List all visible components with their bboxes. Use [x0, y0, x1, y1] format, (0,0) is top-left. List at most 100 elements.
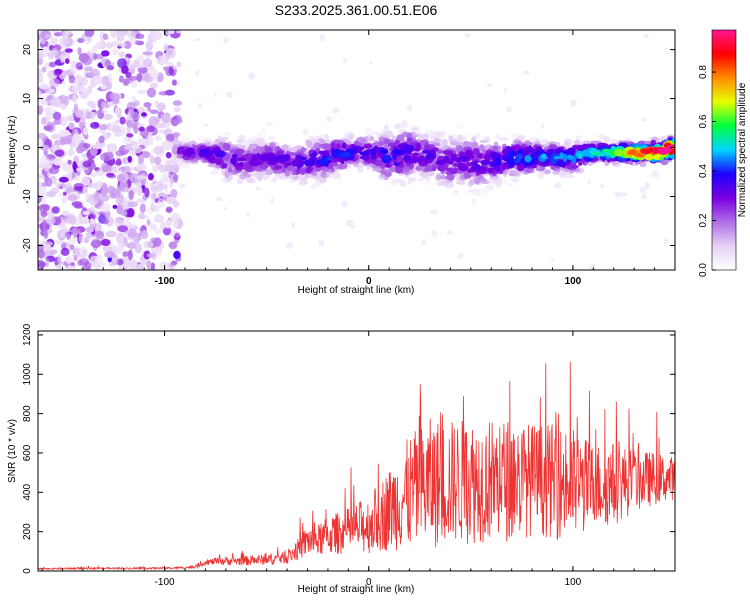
snr-x-label: Height of straight line (km) — [298, 584, 415, 595]
heatmap-ridge-blob — [396, 134, 405, 142]
heatmap-noise-blob — [146, 253, 156, 258]
snr-background — [38, 331, 675, 571]
heatmap-ridge-blob — [603, 136, 610, 144]
heatmap-noise-blob — [113, 160, 123, 166]
heatmap-faint-blob — [285, 242, 294, 249]
heatmap-noise-blob — [68, 237, 77, 245]
heatmap-noise-blob — [170, 212, 181, 223]
heatmap-noise-blob — [139, 203, 146, 214]
heatmap-ridge-blob — [544, 169, 551, 175]
heatmap-ridge-blob — [268, 136, 276, 140]
heatmap-ridge-blob — [645, 140, 651, 145]
heatmap-ridge-blob — [330, 167, 335, 172]
heatmap-ridge-blob — [416, 156, 423, 163]
heatmap-noise-blob — [126, 119, 134, 128]
heatmap-noise-blob — [102, 246, 114, 252]
heatmap-ridge-blob — [214, 138, 221, 144]
heatmap-noise-blob — [59, 37, 70, 46]
heatmap-ridge-blob — [313, 142, 322, 150]
snr-y-label: SNR (10 * v/v) — [7, 419, 18, 483]
heatmap-noise-blob — [143, 102, 152, 108]
colorbar-tick-label: 0.2 — [698, 213, 709, 227]
heatmap-ridge-blob — [202, 148, 209, 155]
heatmap-noise-blob — [173, 232, 180, 243]
heatmap-faint-blob — [407, 105, 413, 112]
y-tick-label: 1200 — [22, 323, 33, 346]
heatmap-ridge-blob — [322, 171, 327, 175]
heatmap-ridge-blob — [475, 132, 481, 139]
heatmap-noise-blob — [51, 48, 59, 57]
heatmap-ridge-blob — [471, 141, 479, 149]
heatmap-faint-blob — [421, 239, 427, 246]
heatmap-noise-blob — [172, 132, 181, 138]
heatmap-ridge-blob — [467, 169, 472, 173]
heatmap-noise-blob — [137, 66, 148, 74]
heatmap-noise-blob — [38, 53, 44, 59]
heatmap-noise-blob — [138, 54, 144, 63]
figure-title: S233.2025.361.00.51.E06 — [275, 2, 438, 18]
heatmap-noise-blob — [50, 249, 58, 255]
heatmap-noise-blob — [55, 264, 64, 269]
heatmap-noise-blob — [127, 201, 138, 208]
heatmap-ridge-blob — [246, 176, 254, 184]
heatmap-noise-blob — [44, 258, 50, 268]
heatmap-noise-blob — [93, 262, 98, 269]
heatmap-noise-blob — [115, 119, 120, 125]
x-tick-label: 0 — [366, 577, 372, 588]
heatmap-ridge-blob — [495, 157, 502, 166]
heatmap-noise-blob — [99, 124, 109, 131]
heatmap-ridge-blob — [577, 146, 586, 151]
heatmap-ridge-blob — [431, 166, 437, 172]
heatmap-noise-blob — [112, 204, 118, 209]
heatmap-faint-blob — [203, 123, 209, 127]
heatmap-ridge-blob — [364, 127, 374, 135]
heatmap-faint-blob — [368, 61, 373, 65]
heatmap-noise-blob — [147, 173, 154, 181]
heatmap-noise-blob — [134, 243, 142, 254]
heatmap-noise-blob — [89, 255, 99, 264]
heatmap-ridge-blob — [312, 151, 318, 158]
heatmap-faint-blob — [266, 122, 273, 126]
heatmap-ridge-blob — [310, 183, 318, 190]
heatmap-noise-blob — [95, 222, 102, 234]
heatmap-noise-blob — [143, 240, 154, 249]
heatmap-noise-blob — [154, 205, 160, 213]
heatmap-noise-blob — [143, 140, 150, 149]
heatmap-noise-blob — [129, 173, 140, 184]
colorbar: 0.0 0.2 0.4 0.6 0.8 Normalized spectral ampl… — [698, 29, 748, 277]
heatmap-noise-blob — [137, 89, 147, 94]
heatmap-ridge-blob — [449, 141, 458, 146]
heatmap-noise-blob — [135, 63, 147, 69]
heatmap-ridge-blob — [518, 148, 523, 155]
heatmap-ridge-blob — [433, 138, 442, 143]
heatmap-noise-blob — [72, 94, 77, 103]
heatmap-noise-blob — [110, 30, 117, 39]
heatmap-noise-blob — [111, 164, 122, 174]
heatmap-ridge-blob — [455, 181, 466, 185]
heatmap-ridge-blob — [388, 142, 398, 147]
heatmap-ridge-blob — [237, 157, 247, 162]
heatmap-noise-blob — [168, 241, 178, 250]
heatmap-ridge-blob — [653, 154, 660, 160]
heatmap-noise-blob — [106, 143, 118, 153]
heatmap-noise-blob — [78, 233, 84, 243]
colorbar-axis: 0.0 0.2 0.4 0.6 0.8 — [698, 65, 716, 277]
heatmap-faint-blob — [587, 178, 592, 185]
heatmap-noise-blob — [135, 198, 146, 204]
heatmap-noise-blob — [57, 192, 64, 198]
heatmap-noise-blob — [43, 149, 48, 156]
heatmap-noise-blob — [105, 230, 117, 238]
heatmap-faint-blob — [302, 128, 309, 135]
heatmap-noise-blob — [142, 51, 153, 56]
heatmap-noise-blob — [51, 133, 61, 140]
heatmap-noise-blob — [38, 89, 42, 99]
heatmap-ridge-blob — [393, 161, 400, 167]
heatmap-noise-blob — [89, 102, 95, 110]
heatmap-ridge-blob — [255, 145, 263, 153]
heatmap-ridge-blob — [627, 150, 637, 155]
heatmap-faint-blob — [197, 102, 203, 108]
heatmap-ridge-blob — [443, 155, 450, 162]
heatmap-noise-blob — [73, 254, 78, 262]
heatmap-noise-blob — [62, 137, 72, 145]
heatmap-ridge-blob — [369, 136, 375, 142]
